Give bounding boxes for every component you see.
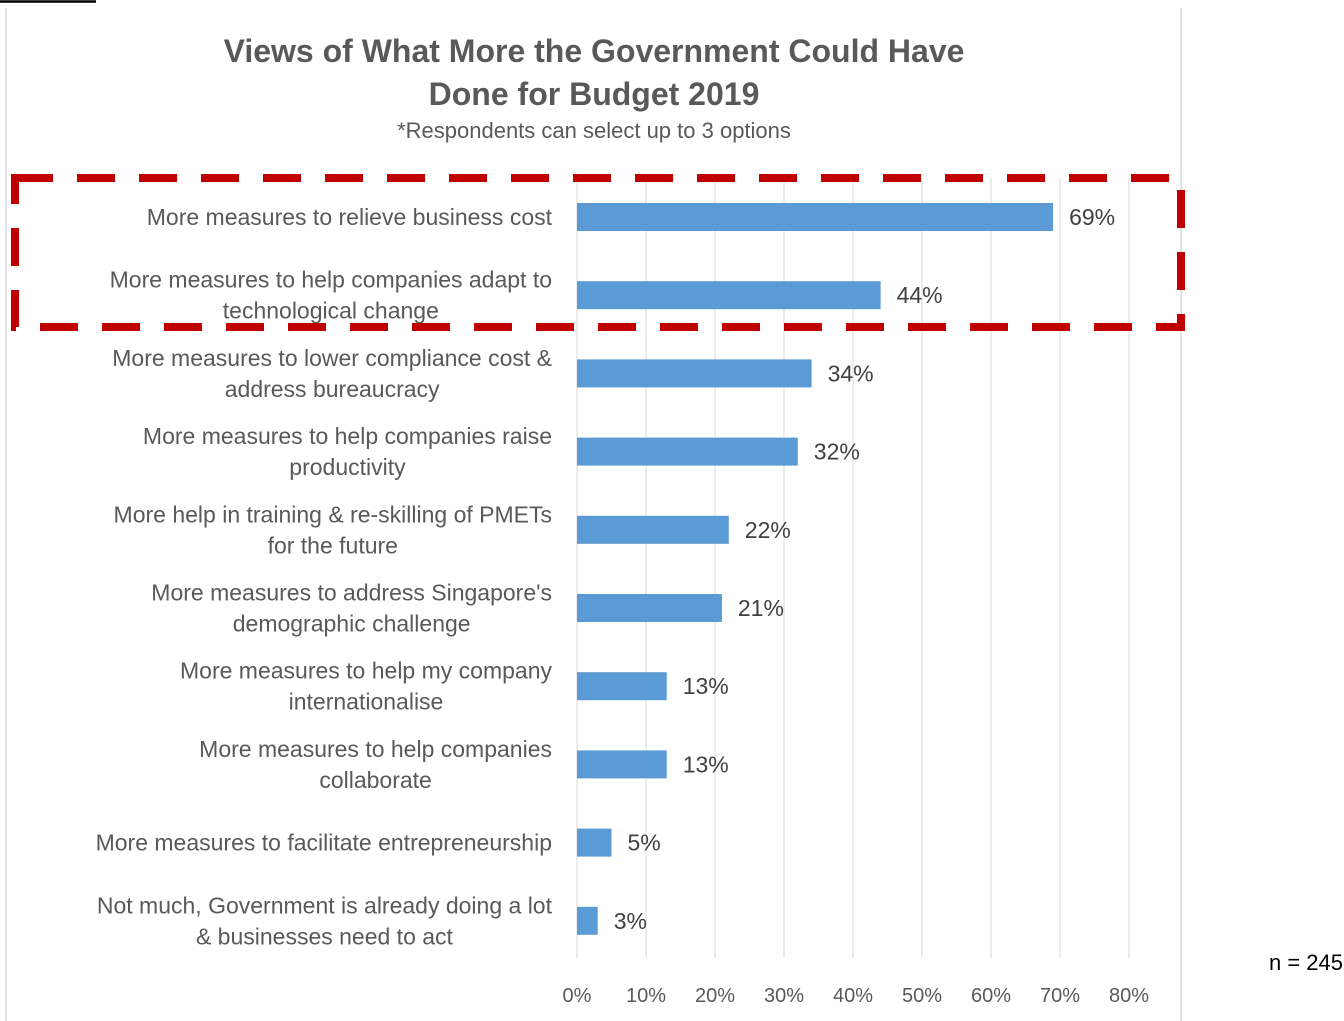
bar [577, 203, 1054, 231]
sample-size-note: n = 245 [1269, 950, 1343, 975]
category-labels: More measures to relieve business cost Mo… [96, 204, 553, 949]
data-label: 13% [683, 673, 729, 699]
bar [577, 906, 598, 935]
data-label: 32% [814, 439, 860, 465]
x-tick-label: 30% [764, 985, 804, 1007]
value-labels: 69% 44% 34% 32% 22% 21% 13% 13% 5% 3% [614, 204, 1115, 934]
category-label: More measures to lower compliance cost &… [112, 345, 552, 402]
bar [577, 750, 667, 779]
bar [577, 828, 612, 857]
x-tick-label: 20% [695, 985, 735, 1007]
x-tick-label: 0% [563, 985, 592, 1007]
category-label: More help in training & re-skilling of P… [114, 501, 552, 558]
category-label: More measures to help my company internat… [180, 658, 552, 715]
chart-title-line-2: Done for Budget 2019 [429, 76, 760, 112]
data-label: 13% [683, 751, 729, 777]
x-tick-label: 10% [626, 985, 666, 1007]
category-label: Not much, Government is already doing a … [97, 892, 553, 949]
bar [577, 359, 812, 388]
bar [577, 515, 729, 544]
bar [577, 437, 798, 466]
category-label: More measures to help companies raise pro… [143, 423, 552, 480]
x-tick-label: 80% [1109, 985, 1149, 1007]
x-tick-label: 50% [902, 985, 942, 1007]
x-tick-label: 40% [833, 985, 873, 1007]
x-tick-label: 70% [1040, 985, 1080, 1007]
chart-title-line-1: Views of What More the Government Could … [224, 33, 965, 69]
data-label: 69% [1069, 204, 1115, 230]
bar [577, 594, 722, 622]
chart-subtitle: *Respondents can select up to 3 options [397, 118, 791, 143]
data-label: 44% [897, 282, 943, 308]
category-label: More measures to facilitate entrepreneur… [96, 830, 552, 856]
data-label: 21% [738, 595, 784, 621]
highlight-box [11, 174, 1185, 331]
data-label: 3% [614, 908, 647, 934]
data-label: 5% [628, 830, 661, 856]
category-label: More measures to help companies adapt to… [110, 267, 552, 324]
x-axis-ticks: 0% 10% 20% 30% 40% 50% 60% 70% 80% [563, 985, 1150, 1007]
category-label: More measures to relieve business cost [147, 204, 553, 230]
bar [577, 672, 667, 701]
data-label: 22% [745, 517, 791, 543]
x-tick-label: 60% [971, 985, 1011, 1007]
bar [577, 281, 881, 310]
data-label: 34% [828, 360, 874, 386]
category-label: More measures to address Singapore's demo… [151, 580, 552, 637]
category-label: More measures to help companies collabora… [199, 736, 552, 793]
bars [577, 203, 1054, 935]
